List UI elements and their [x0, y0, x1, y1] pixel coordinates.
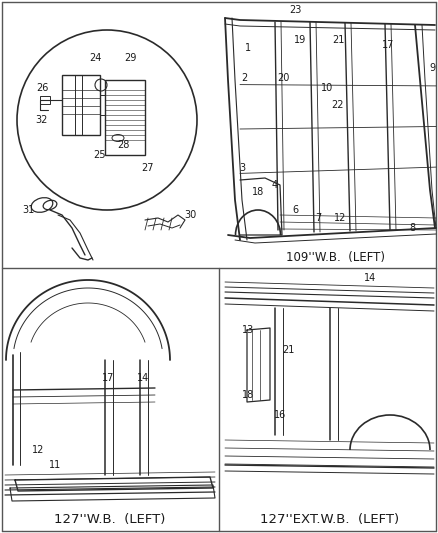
Text: 10: 10: [321, 83, 333, 93]
Text: 2: 2: [241, 73, 247, 83]
Text: 18: 18: [242, 390, 254, 400]
Text: 18: 18: [252, 187, 264, 197]
Text: 127''EXT.W.B.  (LEFT): 127''EXT.W.B. (LEFT): [261, 513, 399, 527]
Text: 17: 17: [382, 40, 394, 50]
Text: 17: 17: [102, 373, 114, 383]
Text: 26: 26: [36, 83, 48, 93]
Bar: [62, 75, 100, 135]
Text: 28: 28: [117, 140, 129, 150]
Text: 22: 22: [332, 100, 344, 110]
Text: 1: 1: [245, 43, 251, 53]
Text: 6: 6: [292, 205, 298, 215]
Text: 16: 16: [274, 410, 286, 420]
Text: 127''W.B.  (LEFT): 127''W.B. (LEFT): [54, 513, 166, 527]
Text: 12: 12: [32, 445, 44, 455]
Text: 14: 14: [137, 373, 149, 383]
Text: 3: 3: [239, 163, 245, 173]
Text: 20: 20: [277, 73, 289, 83]
Text: 9: 9: [429, 63, 435, 73]
Text: 24: 24: [89, 53, 101, 63]
Text: 8: 8: [409, 223, 415, 233]
Text: 109''W.B.  (LEFT): 109''W.B. (LEFT): [286, 252, 385, 264]
Text: 31: 31: [22, 205, 34, 215]
Bar: [40, 96, 50, 104]
Text: 14: 14: [364, 273, 376, 283]
Text: 13: 13: [242, 325, 254, 335]
Text: 29: 29: [124, 53, 136, 63]
Text: 19: 19: [294, 35, 306, 45]
Text: 7: 7: [315, 213, 321, 223]
Text: 21: 21: [282, 345, 294, 355]
Text: 11: 11: [49, 460, 61, 470]
Text: 23: 23: [289, 5, 301, 15]
Text: 25: 25: [94, 150, 106, 160]
Bar: [105, 80, 145, 155]
Text: 12: 12: [334, 213, 346, 223]
Text: 4: 4: [272, 180, 278, 190]
Text: 30: 30: [184, 210, 196, 220]
Text: 27: 27: [142, 163, 154, 173]
Text: 32: 32: [36, 115, 48, 125]
Text: 21: 21: [332, 35, 344, 45]
